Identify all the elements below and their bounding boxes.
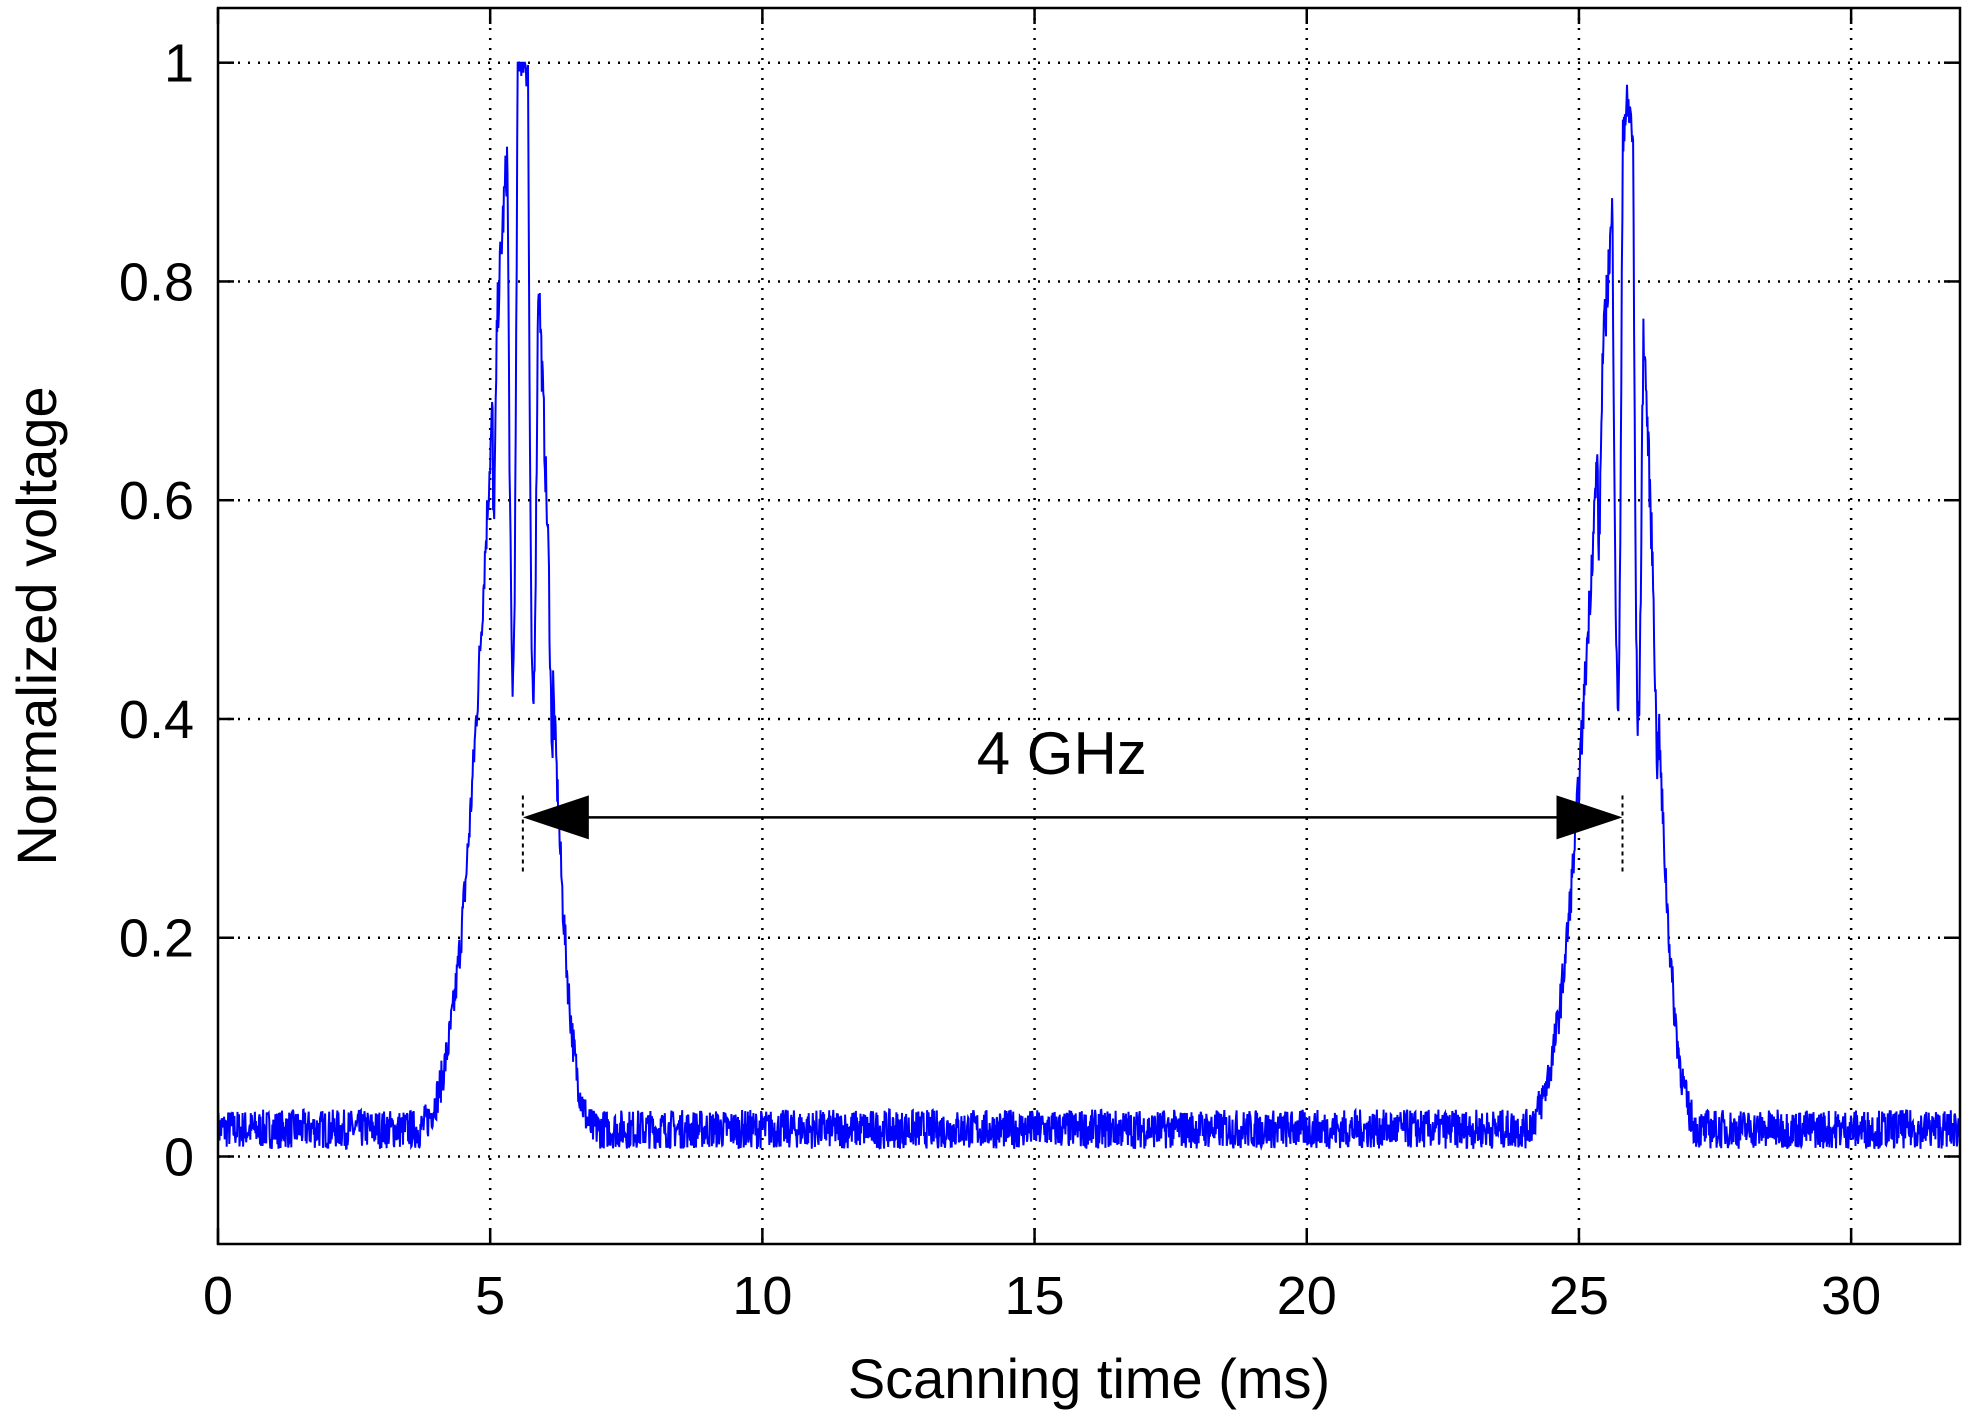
axis-ticks: 0 5 10 15 20 25 30 0 0.2 0.4 0.6 0.8 1 xyxy=(119,8,1960,1326)
x-tick-label: 15 xyxy=(1005,1266,1065,1326)
x-tick-label: 25 xyxy=(1549,1266,1609,1326)
plot-background xyxy=(218,8,1960,1244)
y-axis-label: Normalized voltage xyxy=(5,386,68,865)
voltage-trace xyxy=(217,61,1961,1151)
y-tick-label: 1 xyxy=(164,34,194,94)
annotation-label: 4 GHz xyxy=(977,720,1147,787)
arrow-head-right xyxy=(1556,795,1623,840)
x-tick-label: 10 xyxy=(732,1266,792,1326)
annotation-group: 4 GHz xyxy=(521,720,1624,873)
x-tick-label: 20 xyxy=(1277,1266,1337,1326)
x-tick-label: 0 xyxy=(203,1266,233,1326)
y-tick-label: 0.6 xyxy=(119,471,194,531)
arrow-head-left xyxy=(522,795,589,840)
y-tick-label: 0.8 xyxy=(119,252,194,312)
y-tick-label: 0 xyxy=(164,1127,194,1187)
x-tick-label: 5 xyxy=(475,1266,505,1326)
axes-frame xyxy=(216,6,1962,1246)
x-tick-label: 30 xyxy=(1821,1266,1881,1326)
x-axis-label: Scanning time (ms) xyxy=(848,1347,1330,1410)
y-tick-label: 0.4 xyxy=(119,690,194,750)
series-line xyxy=(217,61,1961,1151)
y-tick-label: 0.2 xyxy=(119,909,194,969)
